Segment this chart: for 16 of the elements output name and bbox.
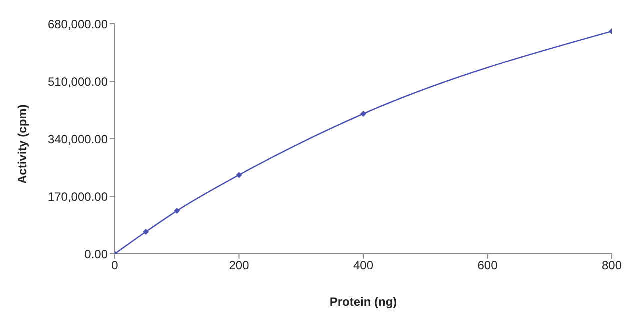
- x-tick-label: 400: [353, 258, 374, 273]
- x-tick-label: 800: [602, 258, 622, 273]
- y-axis-title: Activity (cpm): [15, 104, 30, 184]
- point: [143, 229, 150, 236]
- x-tick-label: 200: [229, 258, 250, 273]
- point: [174, 208, 180, 214]
- y-tick-label: 0.00: [84, 247, 108, 262]
- point: [236, 172, 242, 178]
- y-tick-label: 340,000.00: [48, 132, 108, 146]
- y-tick-label: 170,000.00: [48, 190, 108, 204]
- x-tick-label: 600: [478, 258, 498, 273]
- x-tick-label: 0: [112, 258, 119, 273]
- point: [360, 110, 366, 117]
- x-axis-title: Protein (ng): [330, 295, 398, 309]
- y-tick-label: 510,000.00: [48, 74, 108, 89]
- y-tick-label: 680,000.00: [48, 17, 108, 32]
